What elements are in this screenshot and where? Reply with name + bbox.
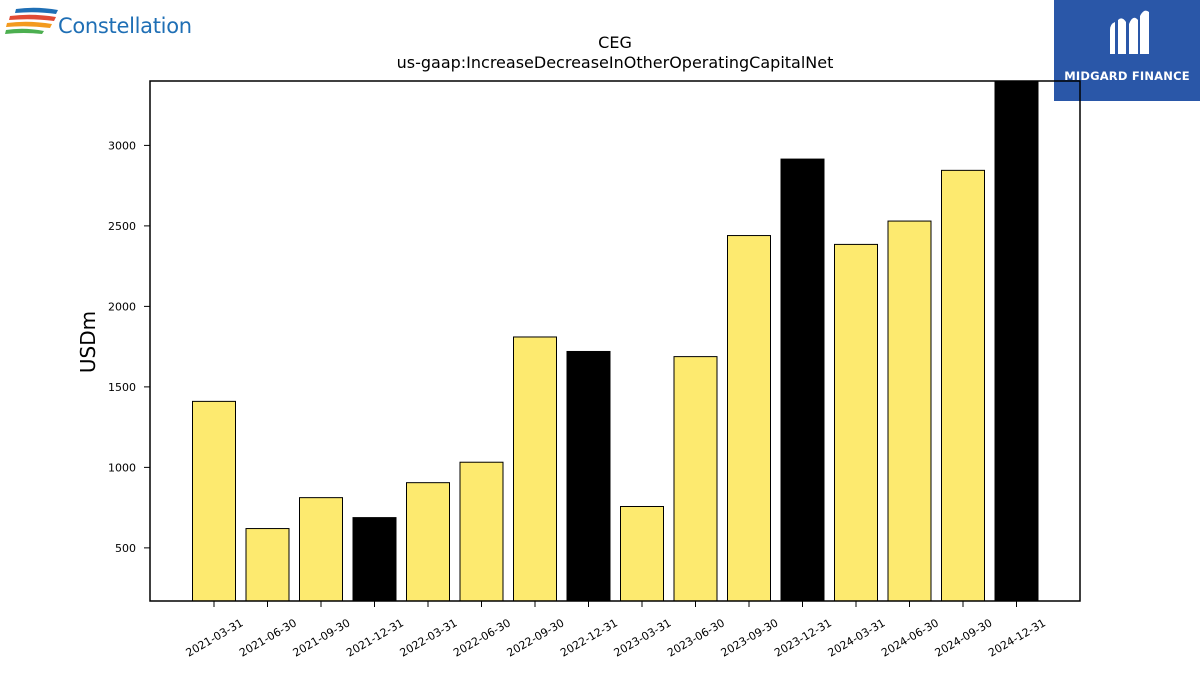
x-tick-label: 2024-03-31	[826, 616, 888, 659]
x-tick-label: 2024-09-30	[933, 616, 995, 659]
constellation-logo: Constellation	[0, 0, 230, 50]
bar-series	[192, 80, 1039, 602]
x-tick-label: 2023-06-30	[665, 616, 727, 659]
chart-title: CEG	[598, 33, 632, 52]
y-tick-label: 2000	[108, 300, 136, 313]
x-tick-label: 2021-12-31	[344, 616, 406, 659]
x-tick-label: 2022-09-30	[505, 616, 567, 659]
y-tick-label: 1000	[108, 461, 136, 474]
bar-2023-03-31	[620, 505, 664, 602]
y-tick-label: 1500	[108, 381, 136, 394]
x-tick-label: 2023-03-31	[612, 616, 674, 659]
midgard-finance-logo: MIDGARD FINANCE	[1054, 0, 1200, 101]
constellation-swoosh-icon	[5, 7, 58, 34]
bar-2023-09-30	[727, 235, 771, 602]
x-tick-label: 2021-06-30	[237, 616, 299, 659]
x-tick-label: 2023-12-31	[772, 616, 834, 659]
x-tick-label: 2024-12-31	[986, 616, 1048, 659]
bar-2022-12-31	[566, 350, 611, 602]
chart-subtitle: us-gaap:IncreaseDecreaseInOtherOperating…	[397, 53, 834, 72]
x-tick-label: 2022-06-30	[451, 616, 513, 659]
bar-2022-09-30	[513, 336, 557, 602]
x-tick-label: 2022-03-31	[398, 616, 460, 659]
x-tick-label: 2021-03-31	[184, 616, 246, 659]
bar-2021-06-30	[245, 528, 290, 602]
y-tick-label: 3000	[108, 139, 136, 152]
x-axis-ticks: 2021-03-312021-06-302021-09-302021-12-31…	[184, 601, 1048, 660]
bar-2024-09-30	[941, 169, 985, 602]
x-tick-label: 2021-09-30	[291, 616, 353, 659]
bar-2021-09-30	[299, 497, 343, 602]
x-tick-label: 2022-12-31	[558, 616, 620, 659]
bar-2022-06-30	[459, 461, 504, 602]
bar-2024-12-31	[994, 80, 1039, 602]
bar-2024-06-30	[887, 220, 932, 602]
bar-2021-12-31	[352, 517, 397, 602]
bar-2024-03-31	[834, 243, 878, 602]
plot-frame	[149, 80, 1081, 602]
y-tick-label: 500	[115, 542, 136, 555]
x-tick-label: 2023-09-30	[719, 616, 781, 659]
bar-2021-03-31	[192, 400, 236, 602]
bar-2022-03-31	[406, 482, 450, 602]
y-tick-label: 2500	[108, 220, 136, 233]
bar-2023-06-30	[673, 356, 718, 602]
y-axis-ticks: 500 1000 1500 2000 2500 3000	[108, 139, 150, 555]
y-axis-label: USDm	[76, 311, 100, 373]
bar-2023-12-31	[780, 158, 825, 602]
x-tick-label: 2024-06-30	[879, 616, 941, 659]
company-name: Constellation	[58, 14, 192, 38]
midgard-m-icon	[1110, 10, 1149, 55]
publisher-name: MIDGARD FINANCE	[1064, 69, 1190, 83]
